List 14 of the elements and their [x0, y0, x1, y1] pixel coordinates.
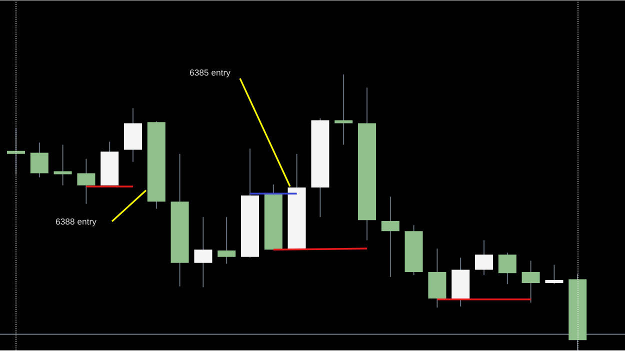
candlestick	[334, 74, 353, 146]
candlestick	[522, 260, 540, 304]
candlestick	[381, 196, 400, 278]
candlestick	[498, 252, 516, 285]
candlestick	[218, 216, 236, 264]
candlestick	[77, 158, 96, 204]
annotation: 6385 entry	[190, 70, 230, 78]
candlestick	[194, 216, 212, 288]
candlestick	[54, 144, 72, 186]
candlestick	[7, 128, 26, 175]
candlestick	[475, 240, 494, 276]
candlestick	[545, 264, 564, 285]
candlestick	[30, 142, 48, 178]
annotation: 6388 entry	[56, 218, 96, 226]
